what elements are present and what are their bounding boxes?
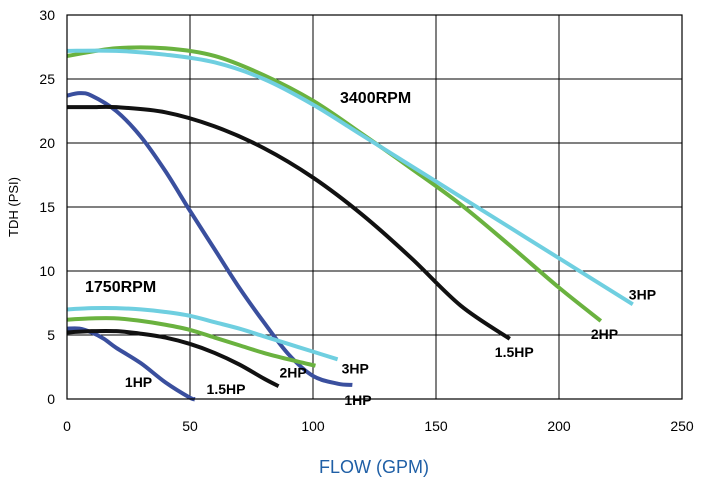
series-label-3400rpm-2hp: 2HP <box>591 326 618 342</box>
curve-1750rpm-2hp <box>66 316 316 368</box>
series-label-1750rpm-1_5hp: 1.5HP <box>207 381 246 397</box>
pump-curves <box>66 45 634 402</box>
plot-border <box>66 14 683 400</box>
y-tick-label: 5 <box>47 327 55 343</box>
grid-lines <box>66 14 683 400</box>
x-tick-label: 250 <box>670 418 694 434</box>
curve-3400rpm-1_5hp <box>67 104 511 341</box>
y-tick-label: 25 <box>39 71 55 87</box>
series-label-1750rpm-1hp: 1HP <box>125 374 152 390</box>
y-tick-label: 15 <box>39 199 55 215</box>
curve-1750rpm-1_5hp <box>66 328 280 388</box>
x-tick-label: 100 <box>301 418 325 434</box>
curve-3400rpm-2hp <box>66 45 603 323</box>
y-axis-label: TDH (PSI) <box>6 177 21 237</box>
series-label-3400rpm-3hp: 3HP <box>629 286 656 302</box>
series-label-3400rpm-1hp: 1HP <box>344 392 371 408</box>
curve-1750rpm-1hp <box>66 326 196 402</box>
y-tick-label: 20 <box>39 135 55 151</box>
series-label-1750rpm-3hp: 3HP <box>342 360 369 376</box>
group-label-1750rpm: 1750RPM <box>85 279 156 296</box>
curve-3400rpm-3hp <box>66 48 634 306</box>
series-labels: 1HP 1.5HP 2HP 3HP 1HP 1.5HP 2HP 3HP <box>125 286 656 408</box>
series-label-1750rpm-2hp: 2HP <box>279 365 306 381</box>
y-tick-label: 10 <box>39 263 55 279</box>
y-tick-label: 0 <box>47 391 55 407</box>
group-label-3400rpm: 3400RPM <box>340 90 411 107</box>
axis-ticks: 0 50 100 150 200 250 0 5 10 15 20 25 30 <box>39 7 693 434</box>
x-tick-label: 200 <box>547 418 571 434</box>
x-tick-label: 150 <box>424 418 448 434</box>
x-axis-label: FLOW (GPM) <box>319 457 429 477</box>
curve-1750rpm-3hp <box>66 305 339 362</box>
x-tick-label: 50 <box>182 418 198 434</box>
curve-3400rpm-1hp <box>66 91 353 387</box>
y-tick-label: 30 <box>39 7 55 23</box>
plot-frame <box>66 14 683 400</box>
series-label-3400rpm-1_5hp: 1.5HP <box>495 344 534 360</box>
x-tick-label: 0 <box>63 418 71 434</box>
